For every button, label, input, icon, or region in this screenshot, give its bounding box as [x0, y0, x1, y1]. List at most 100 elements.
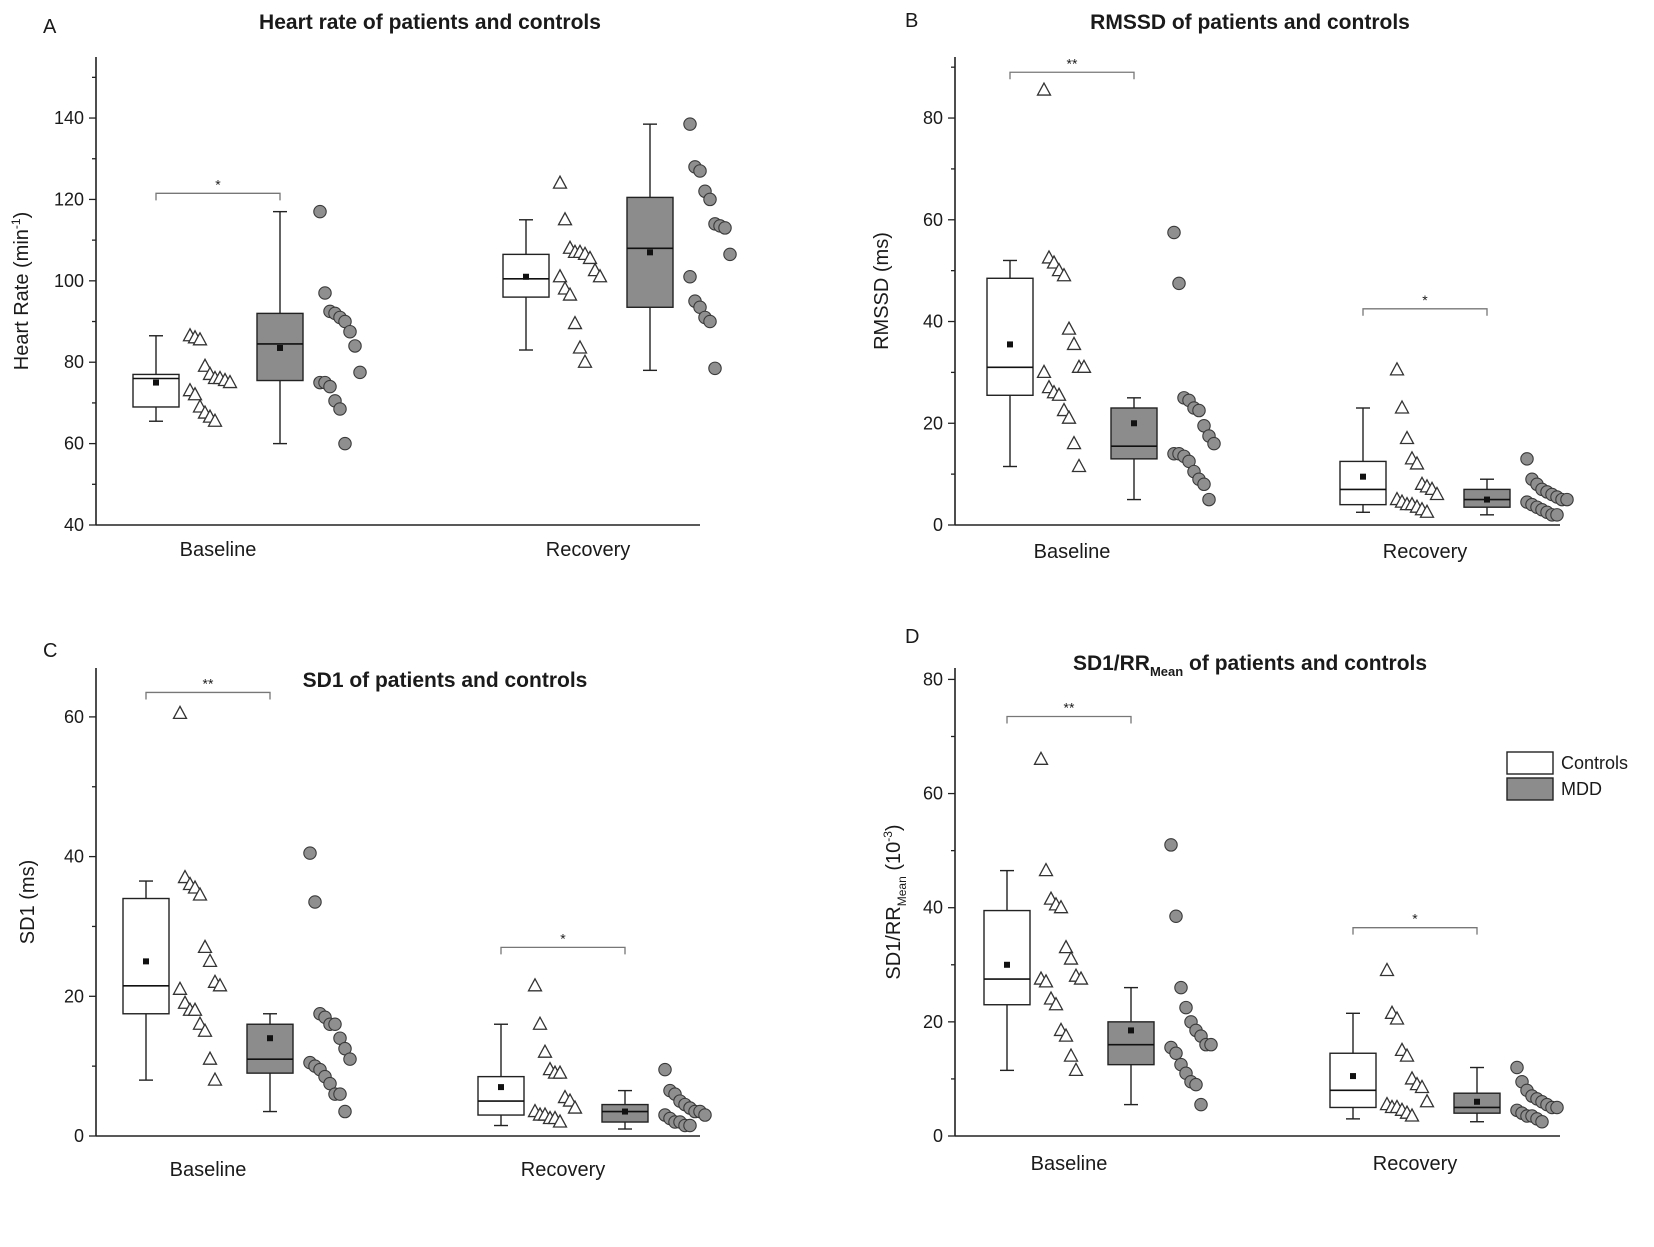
y-tick-label: 140 — [54, 108, 84, 128]
control-point — [1051, 386, 1067, 401]
control-point — [592, 268, 608, 283]
significance-label: ** — [1067, 55, 1078, 71]
mdd-point — [658, 1062, 672, 1077]
box-iqr — [1329, 1052, 1377, 1109]
control-point — [552, 174, 568, 189]
mdd-point — [338, 436, 352, 451]
box-iqr — [1110, 407, 1158, 460]
control-point — [1061, 320, 1077, 335]
box-iqr — [477, 1075, 525, 1116]
mdd-point — [1535, 1114, 1549, 1129]
y-tick-label: 20 — [923, 1012, 943, 1032]
control-point — [1399, 430, 1415, 445]
chart-title: RMSSD of patients and controls — [1090, 11, 1410, 34]
controls-box-recovery — [477, 977, 583, 1128]
control-point — [1419, 1093, 1435, 1108]
bracket-line — [1352, 927, 1478, 935]
control-point — [1414, 1079, 1430, 1094]
control-point — [1068, 1062, 1084, 1077]
controls-box-baseline — [986, 81, 1092, 473]
y-tick-label: 0 — [933, 515, 943, 535]
control-point — [1076, 358, 1092, 373]
control-point — [207, 412, 223, 427]
x-category-label: Baseline — [1031, 1153, 1108, 1175]
mdd-box-recovery — [1463, 452, 1574, 522]
mean-marker — [1004, 961, 1010, 968]
mdd-point — [1560, 492, 1574, 507]
y-tick-label: 20 — [923, 413, 943, 433]
mdd-point — [683, 1118, 697, 1133]
mdd-point — [348, 339, 362, 353]
mean-marker — [1350, 1073, 1356, 1080]
mdd-point — [1179, 1000, 1193, 1015]
control-point — [197, 357, 213, 372]
box-iqr — [1339, 460, 1387, 506]
mdd-box-baseline — [1110, 225, 1221, 507]
mdd-box-recovery — [626, 117, 737, 376]
control-point — [552, 268, 568, 283]
panel-letter: D — [905, 626, 919, 648]
mdd-point — [1189, 1077, 1203, 1092]
mdd-point — [343, 324, 357, 339]
panel-a: A Heart rate of patients and controls 40 60… — [9, 11, 737, 561]
mean-marker — [647, 249, 653, 256]
control-point — [1056, 402, 1072, 417]
mdd-point — [313, 204, 327, 219]
legend-label: Controls — [1561, 753, 1628, 773]
legend-swatch — [1506, 777, 1554, 801]
significance-label: ** — [1064, 700, 1075, 716]
control-point — [1033, 750, 1049, 765]
chart-title: SD1 of patients and controls — [303, 669, 588, 692]
control-point — [1409, 455, 1425, 470]
controls-box-baseline — [983, 750, 1089, 1077]
significance-bracket: ** — [145, 675, 271, 700]
mdd-point — [1207, 436, 1221, 451]
box-iqr — [122, 897, 170, 1015]
control-point — [1429, 486, 1445, 501]
mean-marker — [1484, 496, 1490, 503]
y-tick-label: 60 — [64, 707, 84, 727]
mdd-point — [1172, 276, 1186, 291]
control-point — [532, 1015, 548, 1030]
x-category-label: Baseline — [180, 539, 257, 561]
controls-box-baseline — [132, 327, 238, 427]
control-point — [577, 353, 593, 368]
mdd-point — [693, 164, 707, 178]
y-tick-label: 0 — [933, 1126, 943, 1146]
control-point — [187, 386, 203, 401]
significance-bracket: * — [500, 930, 626, 955]
control-point — [222, 374, 238, 389]
control-point — [187, 1001, 203, 1016]
controls-box-baseline — [122, 705, 228, 1086]
y-tick-label: 120 — [54, 189, 84, 209]
control-point — [1063, 1047, 1079, 1062]
mdd-point — [723, 247, 737, 262]
control-point — [1058, 1027, 1074, 1042]
control-point — [197, 939, 213, 954]
y-tick-label: 80 — [923, 669, 943, 689]
significance-label: ** — [203, 675, 214, 691]
mdd-point — [353, 365, 367, 380]
control-point — [1394, 399, 1410, 414]
mdd-box-baseline — [1107, 838, 1218, 1112]
box-iqr — [132, 373, 180, 408]
control-point — [557, 211, 573, 226]
mdd-point — [708, 361, 722, 376]
mdd-point — [1550, 1100, 1564, 1115]
control-point — [537, 1043, 553, 1058]
mean-marker — [622, 1108, 628, 1115]
panel-letter: A — [43, 16, 57, 38]
control-point — [1046, 254, 1062, 269]
x-category-label: Baseline — [170, 1159, 247, 1181]
control-point — [527, 977, 543, 992]
mdd-point — [328, 1017, 342, 1031]
control-point — [1066, 336, 1082, 351]
control-point — [172, 705, 188, 720]
mdd-point — [318, 286, 332, 300]
significance-bracket: ** — [1006, 700, 1132, 724]
panel-d: D SD1/RRMean of patients and controls 0 20 4… — [881, 626, 1564, 1175]
mean-marker — [1360, 473, 1366, 480]
mdd-point — [1202, 492, 1216, 507]
legend-label: MDD — [1561, 779, 1602, 799]
